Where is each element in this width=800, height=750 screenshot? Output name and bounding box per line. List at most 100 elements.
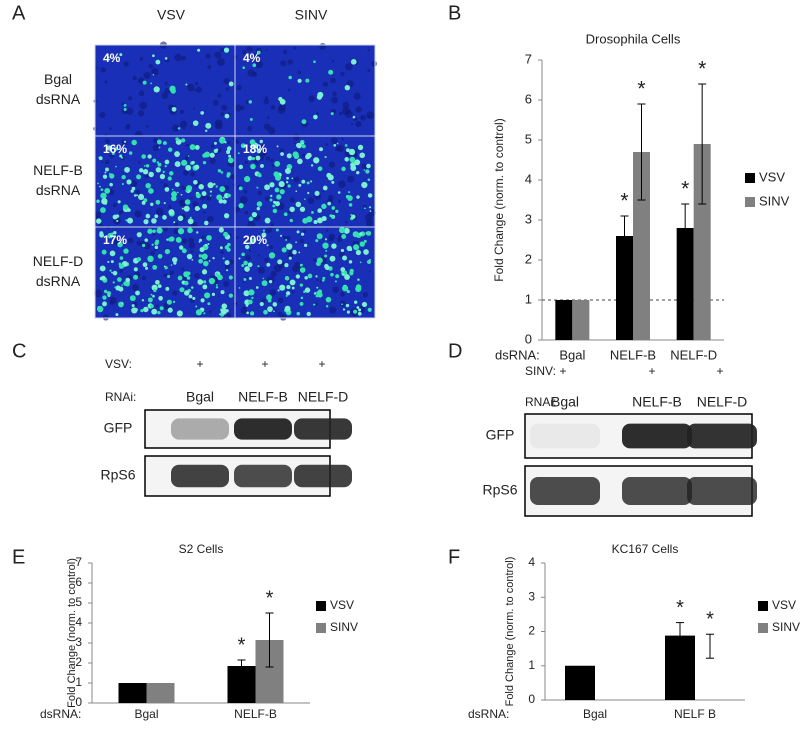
gfp-speck	[125, 282, 130, 287]
gfp-speck	[153, 288, 157, 293]
row-label: dsRNA	[36, 182, 81, 198]
dapi-speck	[328, 236, 334, 242]
gfp-speck	[261, 232, 267, 238]
dapi-speck	[362, 292, 369, 298]
gfp-speck	[299, 283, 303, 287]
gfp-speck	[119, 53, 123, 57]
bar	[572, 300, 590, 340]
gfp-speck	[300, 232, 305, 236]
dapi-speck	[150, 251, 155, 256]
gfp-speck	[297, 78, 302, 83]
gfp-speck	[143, 164, 146, 167]
dapi-speck	[249, 249, 252, 252]
gfp-speck	[248, 216, 254, 222]
gfp-speck	[292, 249, 297, 255]
panel-label: A	[12, 2, 26, 24]
gfp-speck	[97, 182, 99, 185]
gfp-speck	[117, 241, 123, 248]
gfp-speck	[197, 279, 204, 285]
gfp-speck	[164, 248, 171, 255]
gfp-speck	[349, 156, 356, 163]
bar	[118, 683, 147, 703]
gfp-speck	[251, 211, 258, 218]
dapi-speck	[360, 114, 367, 121]
gfp-speck	[249, 311, 255, 316]
gfp-speck	[171, 195, 177, 202]
y-tick-label: 4	[528, 555, 535, 569]
bar	[693, 144, 711, 340]
gfp-speck	[243, 278, 247, 281]
gfp-speck	[107, 56, 110, 59]
dapi-speck	[135, 189, 141, 195]
gfp-speck	[256, 206, 261, 211]
y-tick-label: 2	[525, 251, 532, 266]
gfp-speck	[259, 139, 263, 144]
gfp-speck	[345, 303, 350, 308]
gfp-speck	[118, 263, 125, 269]
dapi-speck	[104, 138, 111, 144]
dapi-speck	[361, 163, 368, 170]
row-label: dsRNA	[36, 91, 81, 107]
y-tick-label: 4	[75, 615, 82, 629]
gfp-speck	[152, 54, 155, 58]
legend-label: VSV	[330, 598, 354, 612]
gfp-speck	[163, 142, 166, 145]
gfp-speck	[249, 139, 256, 145]
dapi-speck	[293, 46, 297, 50]
x-tick-label: NELF-D	[670, 347, 717, 362]
dapi-speck	[180, 185, 186, 190]
gfp-speck	[186, 276, 191, 280]
legend-swatch	[745, 173, 755, 183]
gfp-speck	[226, 146, 232, 151]
dapi-speck	[264, 196, 270, 201]
gfp-speck	[172, 300, 176, 304]
dapi-speck	[312, 258, 317, 262]
dapi-speck	[322, 81, 329, 87]
lane-label: NELF-B	[632, 394, 682, 410]
gfp-speck	[304, 276, 308, 280]
gfp-speck	[156, 139, 162, 145]
dapi-speck	[181, 55, 186, 61]
dapi-speck	[319, 43, 327, 50]
bar	[633, 152, 650, 340]
gfp-speck	[319, 147, 323, 152]
gfp-speck	[363, 207, 366, 210]
dapi-speck	[233, 206, 240, 213]
dapi-speck	[155, 207, 164, 216]
gfp-speck	[313, 303, 316, 306]
band	[622, 477, 692, 505]
gfp-speck	[204, 220, 209, 226]
gfp-speck	[201, 253, 208, 260]
gfp-speck	[110, 260, 114, 264]
gfp-speck	[301, 179, 306, 184]
gfp-speck	[313, 219, 318, 225]
gfp-speck	[115, 313, 119, 317]
y-tick-label: 2	[528, 624, 535, 638]
gfp-speck	[183, 280, 189, 286]
gfp-speck	[330, 272, 334, 277]
gfp-speck	[191, 160, 195, 165]
column-label: SINV	[295, 7, 328, 23]
dapi-speck	[179, 120, 188, 129]
gfp-speck	[107, 145, 112, 150]
gfp-speck	[348, 148, 356, 156]
gfp-speck	[219, 186, 226, 192]
dapi-speck	[123, 61, 129, 67]
gfp-speck	[118, 286, 124, 292]
gfp-speck	[331, 180, 335, 184]
gfp-speck	[157, 162, 162, 167]
gfp-speck	[322, 185, 328, 191]
gfp-speck	[244, 176, 251, 183]
dapi-speck	[342, 101, 350, 109]
gfp-speck	[335, 209, 339, 213]
gfp-speck	[141, 299, 145, 302]
gfp-speck	[248, 100, 253, 104]
gfp-speck	[361, 301, 368, 308]
gfp-speck	[167, 275, 171, 279]
gfp-speck	[274, 160, 281, 167]
dapi-speck	[338, 199, 342, 203]
dapi-speck	[261, 298, 266, 303]
gfp-speck	[247, 155, 253, 161]
gfp-speck	[167, 147, 173, 152]
gfp-speck	[317, 208, 323, 213]
